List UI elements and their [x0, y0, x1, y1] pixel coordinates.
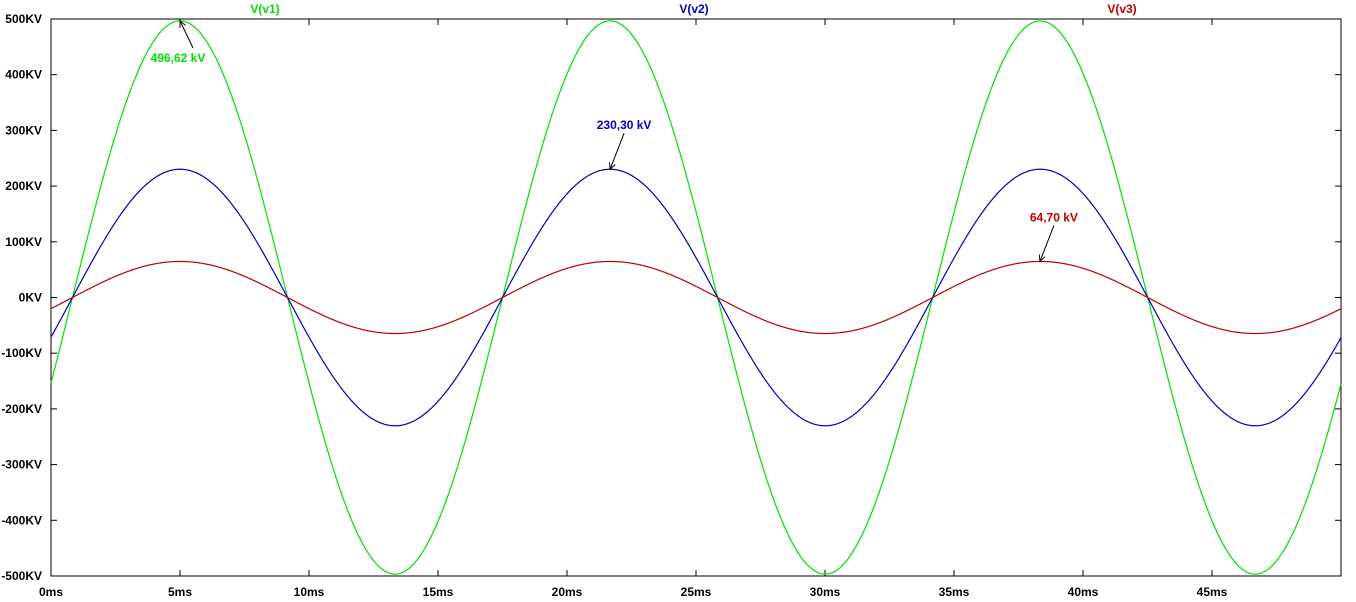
waveform-curves	[50, 20, 1342, 575]
y-tick-label: 0KV	[19, 291, 42, 305]
series-line-vv1	[50, 20, 1342, 575]
x-tick-label: 40ms	[1068, 585, 1099, 599]
annotation-label: 64,70 kV	[1030, 210, 1078, 224]
x-tick-label: 35ms	[939, 585, 970, 599]
annotation-label: 496,62 kV	[151, 51, 206, 65]
legend-entry: V(v3)	[1107, 2, 1136, 16]
series-line-vv2	[50, 168, 1342, 427]
y-tick-label: -400KV	[1, 513, 42, 527]
x-tick-label: 10ms	[294, 585, 325, 599]
annotation-arrow	[609, 133, 625, 170]
y-tick-label: 200KV	[5, 179, 42, 193]
annotation-arrowhead	[1038, 254, 1046, 263]
y-tick-label: -200KV	[1, 402, 42, 416]
annotations: 496,62 kV 230,30 kV 64,70 kV	[151, 19, 1078, 263]
x-tick-label: 30ms	[810, 585, 841, 599]
legend-entry: V(v1)	[250, 2, 279, 16]
annotation-arrow	[179, 20, 194, 49]
y-tick-label: -100KV	[1, 346, 42, 360]
annotation-label: 230,30 kV	[597, 118, 652, 132]
x-tick-label: 45ms	[1197, 585, 1228, 599]
y-tick-label: 500KV	[5, 12, 42, 26]
x-tick-label: 25ms	[681, 585, 712, 599]
legend-entry: V(v2)	[679, 2, 708, 16]
axis-ticks: 500KV 400KV 300KV 200KV 100KV 0KV -100KV -200KV…	[1, 12, 1341, 599]
x-tick-label: 20ms	[552, 585, 583, 599]
series-line-vv3	[50, 260, 1342, 335]
legend: V(v1) V(v2) V(v3)	[250, 2, 1136, 16]
annotation-arrow	[1039, 225, 1055, 262]
x-tick-label: 15ms	[423, 585, 454, 599]
annotation-arrowhead	[179, 19, 186, 28]
y-tick-label: 400KV	[5, 68, 42, 82]
x-tick-label: 0ms	[39, 585, 63, 599]
y-tick-label: 100KV	[5, 235, 42, 249]
x-tick-label: 5ms	[168, 585, 192, 599]
annotation-arrowhead	[609, 162, 616, 171]
y-tick-label: 300KV	[5, 123, 42, 137]
y-tick-label: -500KV	[1, 569, 42, 583]
y-tick-label: -300KV	[1, 458, 42, 472]
